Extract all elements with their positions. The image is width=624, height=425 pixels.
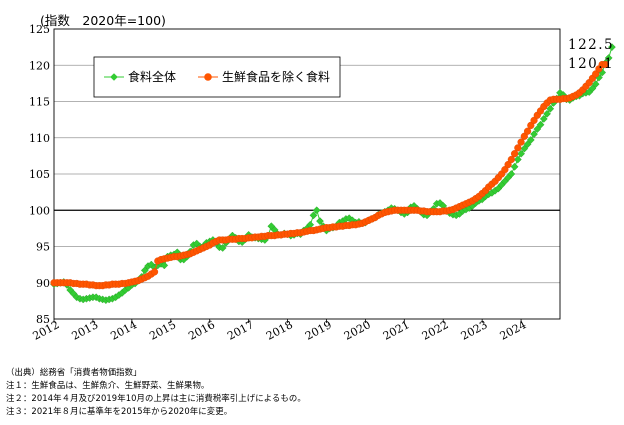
x-tick-label: 2018 bbox=[264, 318, 295, 343]
end-label: 120.1 bbox=[568, 56, 614, 72]
y-tick-label: 120 bbox=[29, 59, 50, 72]
point-food-all bbox=[517, 149, 525, 158]
point-food-all bbox=[513, 155, 522, 164]
point-fresh-excl bbox=[520, 132, 528, 140]
notes: （出典）総務省「消費者物価指数」 注１：生鮮食品は、生鮮魚介、生鮮野菜、生鮮果物… bbox=[6, 366, 618, 418]
point-food-all bbox=[147, 260, 156, 269]
point-food-all bbox=[520, 144, 529, 153]
point-food-all bbox=[192, 239, 201, 248]
point-food-all bbox=[316, 217, 324, 226]
unit-label: (指数 2020年=100) bbox=[40, 13, 166, 28]
note-1: 注１：生鮮食品は、生鮮魚介、生鮮野菜、生鮮果物。 bbox=[6, 380, 210, 390]
y-tick-label: 95 bbox=[36, 241, 50, 254]
y-tick-label: 85 bbox=[36, 313, 50, 326]
x-tick-label: 2022 bbox=[420, 318, 451, 343]
x-tick-label: 2017 bbox=[225, 318, 256, 343]
legend: 食料全体 生鮮食品を除く食料 bbox=[93, 56, 341, 98]
point-fresh-excl bbox=[510, 150, 519, 158]
series-line-fresh-excl bbox=[54, 64, 606, 287]
plot-frame bbox=[53, 28, 561, 320]
point-food-all bbox=[608, 43, 616, 52]
x-tick-label: 2019 bbox=[303, 318, 334, 343]
point-food-all bbox=[591, 80, 600, 88]
x-tick-label: 2015 bbox=[147, 318, 178, 343]
point-food-all bbox=[523, 140, 532, 149]
point-fresh-excl bbox=[527, 121, 535, 130]
point-fresh-excl bbox=[601, 60, 610, 69]
point-food-all bbox=[309, 211, 318, 220]
point-food-all bbox=[536, 120, 545, 129]
point-food-all bbox=[345, 214, 354, 223]
legend-item-fresh-excl: 生鮮食品を除く食料 bbox=[198, 69, 330, 84]
legend-marker-diamond bbox=[110, 73, 118, 81]
source-note: （出典）総務省「消費者物価指数」 bbox=[6, 367, 142, 377]
point-fresh-excl bbox=[514, 144, 522, 152]
x-tick-label: 2020 bbox=[342, 318, 373, 343]
gridlines bbox=[54, 64, 560, 284]
x-tick-label: 2014 bbox=[108, 318, 139, 343]
point-food-all bbox=[546, 104, 555, 113]
x-tick-label: 2016 bbox=[186, 318, 217, 343]
point-fresh-excl bbox=[530, 116, 538, 124]
y-tick-label: 115 bbox=[29, 96, 50, 109]
point-food-all bbox=[218, 244, 227, 252]
x-tick-label: 2021 bbox=[381, 318, 412, 343]
legend-label: 生鮮食品を除く食料 bbox=[222, 69, 330, 84]
x-tick-label: 2023 bbox=[459, 318, 490, 343]
legend-label: 食料全体 bbox=[128, 69, 176, 84]
x-tick-label: 2013 bbox=[70, 318, 101, 343]
point-fresh-excl bbox=[501, 166, 509, 174]
point-food-all bbox=[588, 84, 597, 93]
end-labels: 122.5 120.1 bbox=[568, 37, 614, 72]
point-food-all bbox=[604, 54, 613, 62]
note-2: 注２：2014年４月及び2019年10月の上昇は主に消費税率引上げによるもの。 bbox=[6, 393, 306, 403]
point-fresh-excl bbox=[517, 138, 525, 146]
legend-marker-circle bbox=[204, 73, 212, 81]
point-food-all bbox=[530, 130, 538, 139]
point-food-all bbox=[510, 162, 519, 171]
point-food-all bbox=[539, 115, 548, 123]
end-label: 122.5 bbox=[568, 37, 614, 53]
point-fresh-excl bbox=[523, 127, 532, 135]
y-tick-label: 90 bbox=[36, 277, 50, 290]
note-3: 注３：2021年８月に基準年を2015年から2020年に変更。 bbox=[6, 406, 233, 416]
y-tick-label: 110 bbox=[29, 132, 50, 145]
x-tick-label: 2024 bbox=[498, 318, 529, 343]
y-tick-label: 125 bbox=[29, 23, 50, 36]
y-tick-label: 105 bbox=[29, 168, 50, 181]
legend-box bbox=[93, 56, 341, 98]
point-fresh-excl bbox=[592, 70, 600, 78]
point-fresh-excl bbox=[507, 155, 515, 164]
point-food-all bbox=[312, 206, 321, 215]
point-food-all bbox=[507, 170, 516, 178]
point-food-all bbox=[533, 125, 542, 133]
series-layer bbox=[50, 43, 616, 305]
point-food-all bbox=[543, 109, 551, 118]
point-fresh-excl bbox=[504, 160, 512, 169]
point-food-all bbox=[526, 136, 535, 144]
point-food-all bbox=[140, 266, 149, 275]
y-tick-label: 100 bbox=[29, 204, 50, 217]
point-fresh-excl bbox=[150, 268, 159, 276]
point-food-all bbox=[160, 261, 169, 270]
legend-item-food-all: 食料全体 bbox=[104, 69, 176, 84]
